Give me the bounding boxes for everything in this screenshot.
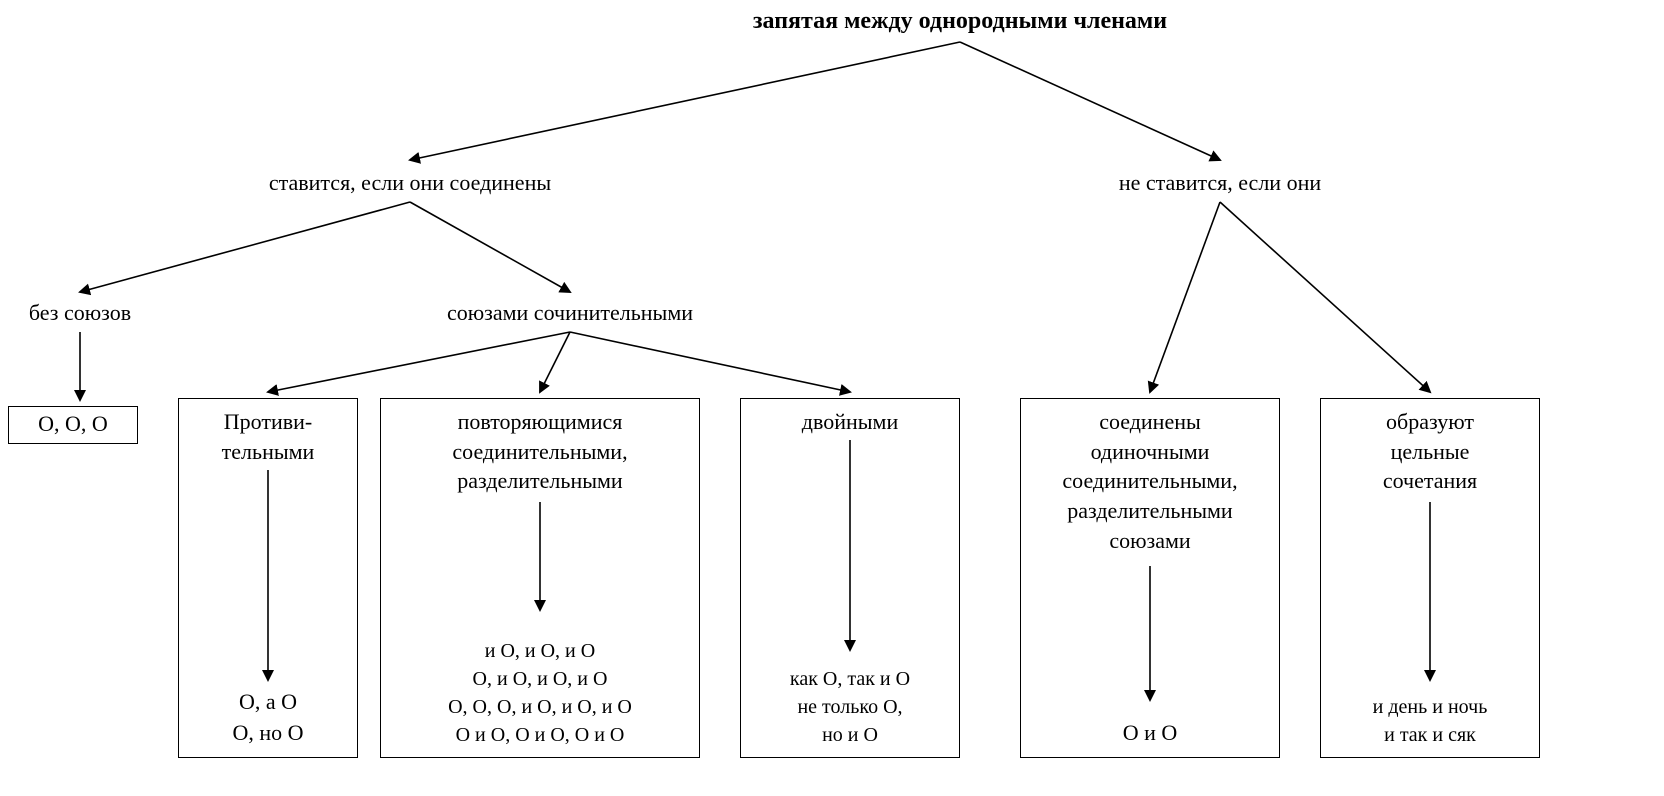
label-l3: без союзов bbox=[0, 300, 160, 326]
box-b2: повторяющимися соединительными, разделит… bbox=[380, 398, 700, 758]
box-b1: Противи- тельными О, а О О, но О bbox=[178, 398, 358, 758]
box-heading: образуют цельные сочетания bbox=[1383, 407, 1477, 496]
label-l2: не ставится, если они bbox=[1060, 170, 1380, 196]
box-heading: двойными bbox=[802, 407, 898, 437]
box-examples: О, а О О, но О bbox=[232, 687, 303, 749]
box-examples: и О, и О, и О О, и О, и О, и О О, О, О, … bbox=[448, 637, 632, 749]
box-heading: соединены одиночными соединительными, ра… bbox=[1062, 407, 1237, 555]
diagram-title: запятая между однородными членами bbox=[660, 8, 1260, 35]
box-heading: Противи- тельными bbox=[222, 407, 315, 466]
label-l1: ставится, если они соединены bbox=[230, 170, 590, 196]
box-examples: и день и ночь и так и сяк bbox=[1373, 693, 1488, 749]
box-b0: О, О, О bbox=[8, 406, 138, 444]
box-b4: соединены одиночными соединительными, ра… bbox=[1020, 398, 1280, 758]
box-examples: как О, так и О не только О, но и О bbox=[790, 665, 910, 749]
box-examples: О и О bbox=[1123, 718, 1178, 749]
label-l4: союзами сочинительными bbox=[400, 300, 740, 326]
box-b3: двойными как О, так и О не только О, но и… bbox=[740, 398, 960, 758]
box-b5: образуют цельные сочетания и день и ночь … bbox=[1320, 398, 1540, 758]
box-heading: повторяющимися соединительными, разделит… bbox=[452, 407, 627, 496]
